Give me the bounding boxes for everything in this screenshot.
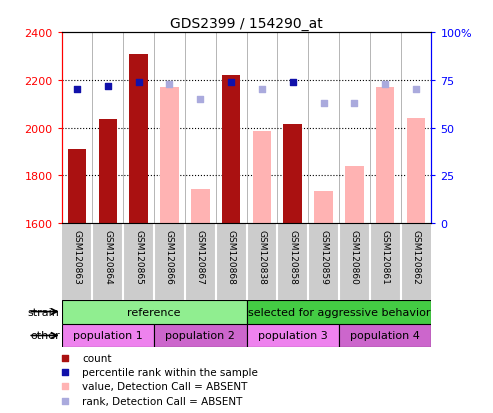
Text: population 3: population 3 [258,331,327,341]
Point [258,87,266,93]
Bar [376,88,394,224]
Point [135,79,142,86]
Bar [62,300,246,324]
Point [381,81,389,88]
Point [166,81,174,88]
Text: population 2: population 2 [165,331,235,341]
Text: value, Detection Call = ABSENT: value, Detection Call = ABSENT [82,382,247,392]
Bar [407,119,425,224]
Text: GSM120867: GSM120867 [196,230,205,285]
Point [104,83,112,90]
Text: population 4: population 4 [350,331,420,341]
Text: selected for aggressive behavior: selected for aggressive behavior [247,307,430,317]
Text: GSM120860: GSM120860 [350,230,359,285]
Point [351,100,358,107]
Text: GSM120865: GSM120865 [134,230,143,285]
Text: percentile rank within the sample: percentile rank within the sample [82,367,258,377]
Point [227,79,235,86]
Bar [315,192,333,224]
Bar [99,120,117,224]
Bar [339,324,431,348]
Bar [129,55,148,224]
Point [412,87,420,93]
Text: GSM120861: GSM120861 [381,230,389,285]
Point [289,79,297,86]
Text: GSM120862: GSM120862 [412,230,421,285]
Bar [62,324,154,348]
Text: count: count [82,353,111,363]
Text: GSM120838: GSM120838 [257,230,266,285]
Text: GSM120863: GSM120863 [72,230,81,285]
Point [276,337,284,343]
Point [196,97,204,103]
Text: GSM120859: GSM120859 [319,230,328,285]
Text: reference: reference [127,307,181,317]
Text: population 1: population 1 [73,331,142,341]
Text: GSM120864: GSM120864 [104,230,112,285]
Bar [283,125,302,224]
Bar [345,166,363,224]
Bar [68,150,86,224]
Text: strain: strain [28,307,60,317]
Point [276,76,284,83]
Bar [246,324,339,348]
Bar [222,76,240,224]
Bar [246,300,431,324]
Bar [191,189,210,224]
Bar [154,324,246,348]
Point [276,206,284,213]
Text: GSM120866: GSM120866 [165,230,174,285]
Text: other: other [30,331,60,341]
Bar [252,132,271,224]
Text: rank, Detection Call = ABSENT: rank, Detection Call = ABSENT [82,396,243,406]
Point [73,87,81,93]
Text: GSM120868: GSM120868 [227,230,236,285]
Bar [160,88,179,224]
Title: GDS2399 / 154290_at: GDS2399 / 154290_at [170,17,323,31]
Text: GSM120858: GSM120858 [288,230,297,285]
Point [319,100,327,107]
